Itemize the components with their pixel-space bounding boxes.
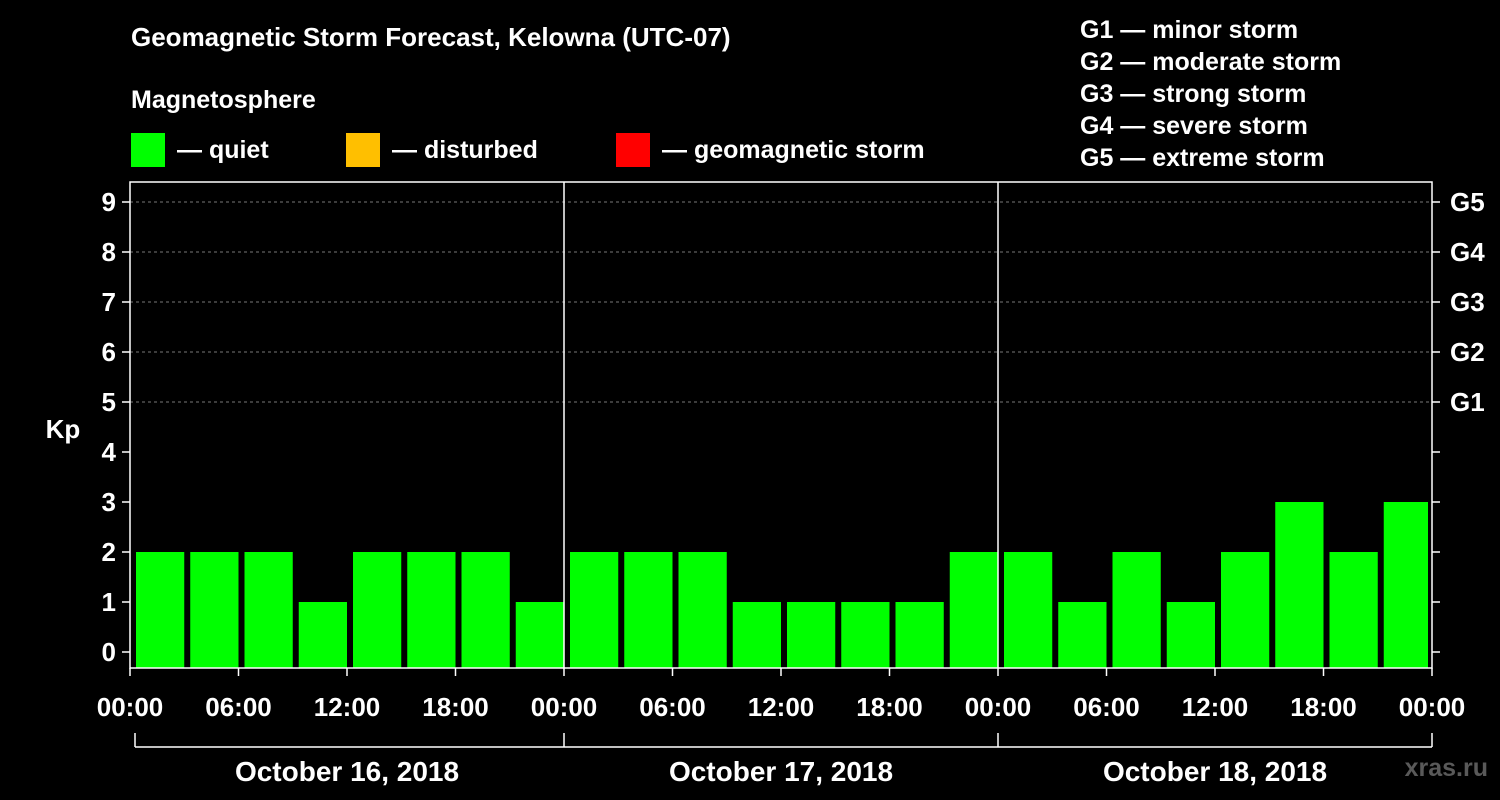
- xtick-label-1: 06:00: [205, 692, 272, 722]
- bar-14: [895, 602, 944, 668]
- ytick-label-5: 5: [102, 387, 116, 417]
- xtick-label-11: 18:00: [1290, 692, 1357, 722]
- xtick-label-2: 12:00: [314, 692, 381, 722]
- ytick-label-6: 6: [102, 337, 116, 367]
- ytick-label-3: 3: [102, 487, 116, 517]
- bar-6: [461, 552, 510, 668]
- chart-title: Geomagnetic Storm Forecast, Kelowna (UTC…: [131, 22, 731, 52]
- g-level-label-G2: G2: [1450, 337, 1485, 367]
- ytick-label-7: 7: [102, 287, 116, 317]
- g-level-label-G5: G5: [1450, 187, 1485, 217]
- xtick-label-12: 00:00: [1399, 692, 1466, 722]
- bar-2: [244, 552, 293, 668]
- storm-level-g2: G2 — moderate storm: [1080, 48, 1342, 76]
- watermark: xras.ru: [1404, 754, 1488, 782]
- bar-23: [1383, 502, 1428, 668]
- xtick-label-4: 00:00: [531, 692, 598, 722]
- legend-swatch-quiet: [131, 133, 165, 167]
- bar-10: [678, 552, 727, 668]
- bar-19: [1166, 602, 1215, 668]
- storm-level-g1: G1 — minor storm: [1080, 16, 1299, 44]
- bar-20: [1221, 552, 1270, 668]
- bar-22: [1329, 552, 1378, 668]
- bar-12: [787, 602, 836, 668]
- legend-label-disturbed: — disturbed: [392, 135, 538, 164]
- ytick-label-1: 1: [102, 587, 116, 617]
- legend-item-storm: — geomagnetic storm: [616, 133, 925, 167]
- xtick-label-7: 18:00: [856, 692, 923, 722]
- bar-17: [1058, 602, 1107, 668]
- bar-15: [949, 552, 998, 668]
- storm-level-g3: G3 — strong storm: [1080, 80, 1307, 108]
- storm-level-g4: G4 — severe storm: [1080, 112, 1308, 140]
- ytick-label-2: 2: [102, 537, 116, 567]
- bar-0: [136, 552, 185, 668]
- xtick-label-6: 12:00: [748, 692, 815, 722]
- y-axis-label: Kp: [46, 414, 81, 444]
- bar-7: [515, 602, 564, 668]
- day-label-1: October 17, 2018: [669, 756, 893, 787]
- storm-scale-legend: G1 — minor storm G2 — moderate storm G3 …: [1080, 14, 1341, 174]
- g-level-label-G3: G3: [1450, 287, 1485, 317]
- bar-18: [1112, 552, 1161, 668]
- xtick-label-8: 00:00: [965, 692, 1032, 722]
- legend-subtitle: Magnetosphere: [131, 86, 316, 114]
- bar-9: [624, 552, 673, 668]
- bar-16: [1004, 552, 1053, 668]
- xtick-label-5: 06:00: [639, 692, 706, 722]
- bar-8: [570, 552, 619, 668]
- bar-4: [353, 552, 402, 668]
- ytick-label-8: 8: [102, 237, 116, 267]
- xtick-label-0: 00:00: [97, 692, 164, 722]
- bar-21: [1275, 502, 1324, 668]
- ytick-label-9: 9: [102, 187, 116, 217]
- legend-item-disturbed: — disturbed: [346, 133, 538, 167]
- bar-3: [298, 602, 347, 668]
- ytick-label-0: 0: [102, 637, 116, 667]
- bar-11: [732, 602, 781, 668]
- legend-label-storm: — geomagnetic storm: [662, 135, 925, 164]
- legend-swatch-disturbed: [346, 133, 380, 167]
- legend-item-quiet: — quiet: [131, 133, 269, 167]
- legend-swatch-storm: [616, 133, 650, 167]
- g-level-label-G1: G1: [1450, 387, 1485, 417]
- bar-13: [841, 602, 890, 668]
- xtick-label-10: 12:00: [1182, 692, 1249, 722]
- bar-1: [190, 552, 239, 668]
- legend-label-quiet: — quiet: [177, 135, 269, 164]
- bar-5: [407, 552, 456, 668]
- xtick-label-3: 18:00: [422, 692, 489, 722]
- storm-level-g5: G5 — extreme storm: [1080, 144, 1325, 172]
- ytick-label-4: 4: [102, 437, 117, 467]
- g-level-label-G4: G4: [1450, 237, 1485, 267]
- xtick-label-9: 06:00: [1073, 692, 1140, 722]
- day-label-0: October 16, 2018: [235, 756, 459, 787]
- day-label-2: October 18, 2018: [1103, 756, 1327, 787]
